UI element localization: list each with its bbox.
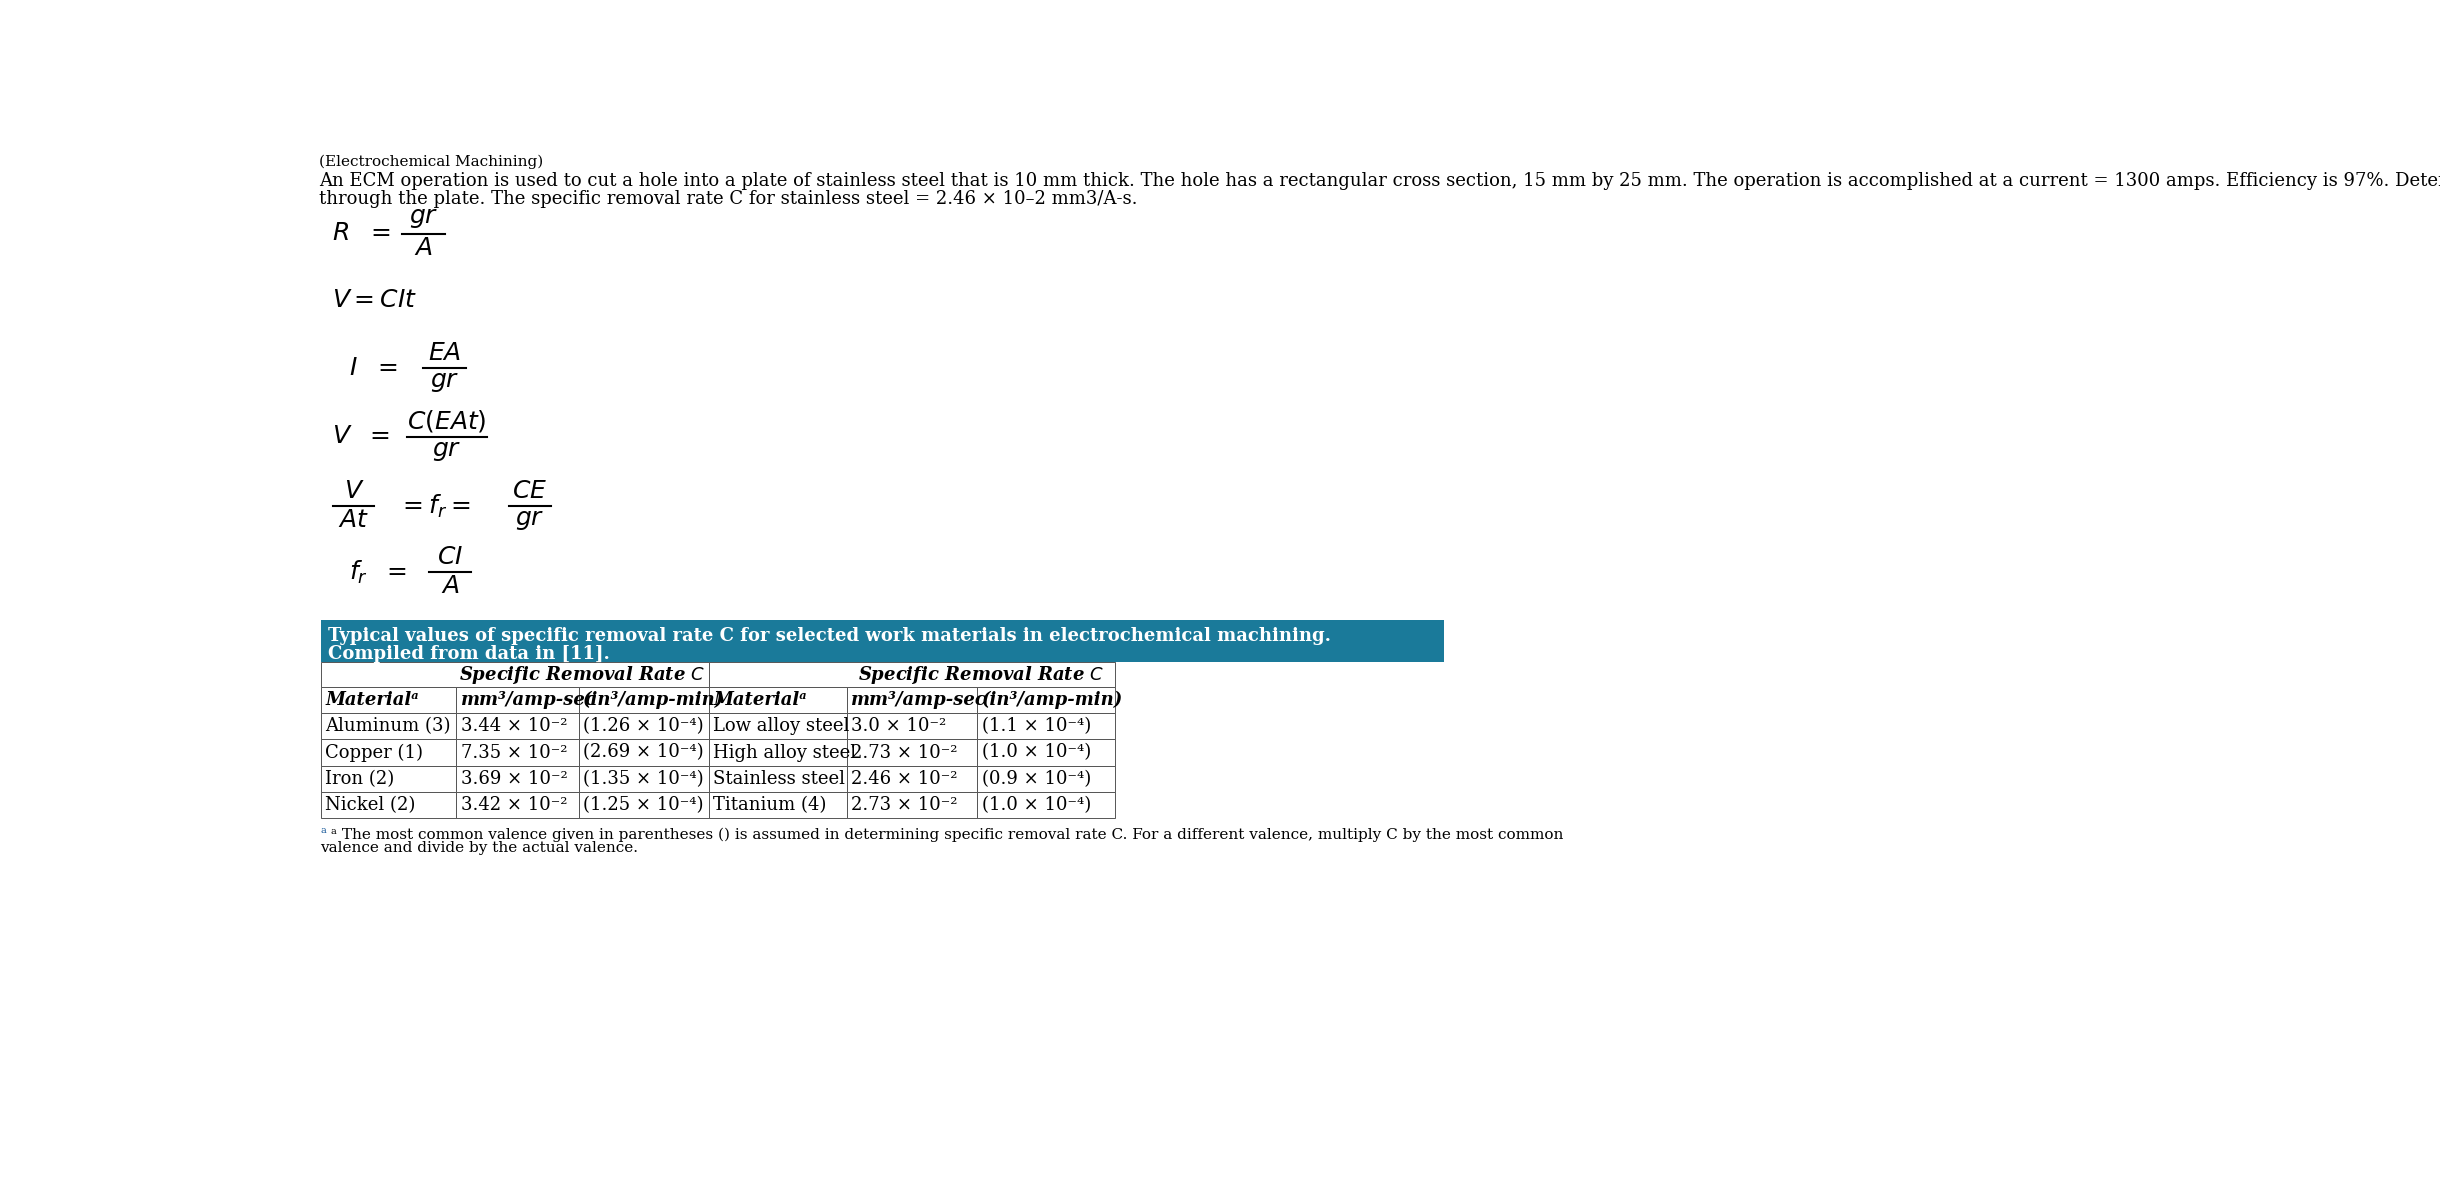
Text: $V$  $=$: $V$ $=$ xyxy=(332,426,390,448)
Text: $EA$: $EA$ xyxy=(427,342,461,365)
Text: $C(EAt)$: $C(EAt)$ xyxy=(407,408,486,434)
Text: $A$: $A$ xyxy=(415,237,432,259)
Bar xyxy=(578,740,708,766)
Bar xyxy=(847,792,976,818)
Bar xyxy=(708,740,847,766)
Text: through the plate. The specific removal rate C for stainless steel = 2.46 × 10–2: through the plate. The specific removal … xyxy=(320,190,1137,208)
Text: 7.35 × 10⁻²: 7.35 × 10⁻² xyxy=(461,743,566,761)
Text: 3.69 × 10⁻²: 3.69 × 10⁻² xyxy=(461,769,569,787)
Text: $gr$: $gr$ xyxy=(515,509,544,533)
Text: $V$: $V$ xyxy=(344,480,364,503)
Text: 2.73 × 10⁻²: 2.73 × 10⁻² xyxy=(852,743,959,761)
Text: Stainless steel: Stainless steel xyxy=(712,769,844,787)
Bar xyxy=(976,766,1115,792)
Bar xyxy=(320,687,456,713)
Text: (1.0 × 10⁻⁴): (1.0 × 10⁻⁴) xyxy=(981,743,1091,761)
Text: valence and divide by the actual valence.: valence and divide by the actual valence… xyxy=(320,841,639,855)
Bar xyxy=(847,740,976,766)
Bar xyxy=(708,713,847,740)
Text: (1.25 × 10⁻⁴): (1.25 × 10⁻⁴) xyxy=(583,795,703,814)
Bar xyxy=(578,792,708,818)
Bar xyxy=(578,713,708,740)
Text: $gr$: $gr$ xyxy=(410,207,439,231)
Text: $R$  $=$: $R$ $=$ xyxy=(332,222,390,245)
Text: (in³/amp-min): (in³/amp-min) xyxy=(583,691,725,710)
Text: $At$: $At$ xyxy=(339,509,368,533)
Text: (in³/amp-min): (in³/amp-min) xyxy=(981,691,1122,710)
Text: 3.0 × 10⁻²: 3.0 × 10⁻² xyxy=(852,717,947,735)
Text: Materialᵃ: Materialᵃ xyxy=(325,691,420,709)
Text: $V = CIt$: $V = CIt$ xyxy=(332,289,417,312)
Text: Nickel (2): Nickel (2) xyxy=(325,795,415,814)
Text: (1.1 × 10⁻⁴): (1.1 × 10⁻⁴) xyxy=(981,717,1091,735)
Text: $= f_r =$: $= f_r =$ xyxy=(398,492,471,520)
Text: 3.44 × 10⁻²: 3.44 × 10⁻² xyxy=(461,717,566,735)
Text: $CE$: $CE$ xyxy=(512,480,547,503)
Text: $gr$: $gr$ xyxy=(432,440,461,463)
Text: An ECM operation is used to cut a hole into a plate of stainless steel that is 1: An ECM operation is used to cut a hole i… xyxy=(320,172,2440,190)
Text: 2.46 × 10⁻²: 2.46 × 10⁻² xyxy=(852,769,959,787)
Text: Low alloy steel: Low alloy steel xyxy=(712,717,849,735)
Text: Aluminum (3): Aluminum (3) xyxy=(325,717,451,735)
Text: Typical values of specific removal rate C for selected work materials in electro: Typical values of specific removal rate … xyxy=(329,627,1332,644)
Bar xyxy=(976,740,1115,766)
Text: $f_r$  $=$: $f_r$ $=$ xyxy=(349,559,407,586)
Text: (1.35 × 10⁻⁴): (1.35 × 10⁻⁴) xyxy=(583,769,703,787)
Bar xyxy=(708,687,847,713)
Text: High alloy steel: High alloy steel xyxy=(712,743,856,761)
Text: $gr$: $gr$ xyxy=(429,371,459,395)
Bar xyxy=(320,792,456,818)
Text: ᵃ: ᵃ xyxy=(320,828,327,841)
Text: 3.42 × 10⁻²: 3.42 × 10⁻² xyxy=(461,795,566,814)
Text: Specific Removal Rate $C$: Specific Removal Rate $C$ xyxy=(856,663,1103,686)
Text: Titanium (4): Titanium (4) xyxy=(712,795,827,814)
Bar xyxy=(456,740,578,766)
Text: (2.69 × 10⁻⁴): (2.69 × 10⁻⁴) xyxy=(583,743,703,761)
Text: (0.9 × 10⁻⁴): (0.9 × 10⁻⁴) xyxy=(981,769,1091,787)
Bar xyxy=(847,713,976,740)
Text: $CI$: $CI$ xyxy=(437,546,464,570)
Text: Materialᵃ: Materialᵃ xyxy=(712,691,808,709)
Bar xyxy=(847,766,976,792)
Text: Iron (2): Iron (2) xyxy=(325,769,395,787)
Bar xyxy=(976,687,1115,713)
Bar xyxy=(320,740,456,766)
Bar xyxy=(578,766,708,792)
Bar xyxy=(708,766,847,792)
Bar xyxy=(320,662,708,687)
Bar xyxy=(456,766,578,792)
Bar xyxy=(320,713,456,740)
Bar xyxy=(320,766,456,792)
Text: (Electrochemical Machining): (Electrochemical Machining) xyxy=(320,155,544,169)
Bar xyxy=(320,621,1444,662)
Text: (1.0 × 10⁻⁴): (1.0 × 10⁻⁴) xyxy=(981,795,1091,814)
Bar xyxy=(456,792,578,818)
Bar xyxy=(456,713,578,740)
Bar xyxy=(976,792,1115,818)
Bar xyxy=(708,792,847,818)
Text: $A$: $A$ xyxy=(442,575,459,598)
Text: mm³/amp-sec: mm³/amp-sec xyxy=(461,691,598,709)
Text: mm³/amp-sec: mm³/amp-sec xyxy=(852,691,988,709)
Bar xyxy=(847,687,976,713)
Bar xyxy=(578,687,708,713)
Text: 2.73 × 10⁻²: 2.73 × 10⁻² xyxy=(852,795,959,814)
Text: Specific Removal Rate $C$: Specific Removal Rate $C$ xyxy=(459,663,705,686)
Text: Copper (1): Copper (1) xyxy=(325,743,422,762)
Text: ᵃ The most common valence given in parentheses () is assumed in determining spec: ᵃ The most common valence given in paren… xyxy=(332,828,1564,842)
Bar xyxy=(456,687,578,713)
Text: Compiled from data in [11].: Compiled from data in [11]. xyxy=(329,644,610,662)
Bar xyxy=(976,713,1115,740)
Bar xyxy=(708,662,1115,687)
Text: $I$  $=$: $I$ $=$ xyxy=(349,357,398,379)
Text: (1.26 × 10⁻⁴): (1.26 × 10⁻⁴) xyxy=(583,717,703,735)
